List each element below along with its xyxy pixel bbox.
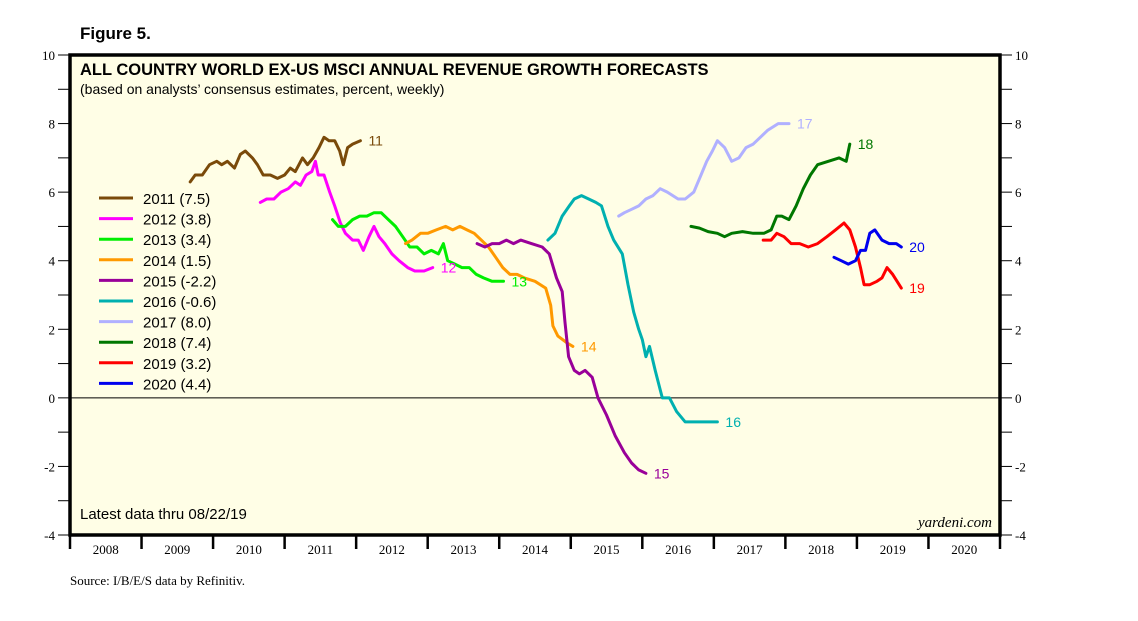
watermark: yardeni.com [916,515,992,531]
x-tick-label: 2010 [236,542,262,557]
right-tick-label: -4 [1015,528,1026,543]
latest-data-note: Latest data thru 08/22/19 [80,506,247,523]
x-axis: 2008 2009 2010 2011 2012 2013 2014 2015 2016 2017… [68,535,1002,557]
left-tick-label: 2 [49,322,56,337]
series-line-17 [617,122,791,218]
legend-label: 2014 (1.5) [143,253,211,270]
left-tick-label: 0 [49,391,56,406]
source-note: Source: I/B/E/S data by Refinitiv. [70,573,245,588]
x-tick-label: 2020 [951,542,977,557]
x-tick-label: 2008 [93,542,119,557]
legend-label: 2012 (3.8) [143,212,211,229]
series-end-label-18: 18 [858,136,874,152]
x-tick-label: 2012 [379,542,405,557]
series-end-label-20: 20 [909,239,925,255]
legend-label: 2017 (8.0) [143,315,211,332]
x-tick-label: 2015 [594,542,620,557]
series-end-label-15: 15 [654,465,670,481]
series-line-16 [546,194,719,424]
legend-label: 2015 (-2.2) [143,273,216,290]
left-tick-label: 4 [49,254,56,269]
left-y-axis: -4 -2 0 2 4 6 8 10 [42,48,70,543]
series-line-18 [689,142,852,239]
left-tick-label: -2 [44,459,55,474]
left-tick-label: 6 [49,185,56,200]
figure-label: Figure 5. [80,24,151,43]
right-tick-label: 6 [1015,185,1022,200]
right-tick-label: 10 [1015,48,1028,63]
x-tick-label: 2013 [450,542,476,557]
right-y-axis: -4 -2 0 2 4 6 8 10 [1000,48,1028,543]
legend: 2011 (7.5) 2012 (3.8) 2013 (3.4) 2014 (1.5)… [99,191,216,393]
legend-label: 2011 (7.5) [143,191,210,208]
legend-label: 2016 (-0.6) [143,294,216,311]
series-end-label-12: 12 [441,260,457,276]
plot-background [70,55,1000,535]
series-line-12 [258,159,435,273]
series-end-label-16: 16 [725,414,741,430]
x-tick-label: 2014 [522,542,549,557]
chart-subtitle: (based on analysts’ consensus estimates,… [80,81,444,97]
series-line-13 [331,211,505,283]
x-tick-label: 2011 [308,542,334,557]
left-tick-label: 8 [49,117,56,132]
series-end-label-14: 14 [581,338,597,354]
series-end-label-13: 13 [512,273,528,289]
right-tick-label: 4 [1015,254,1022,269]
left-tick-label: -4 [44,528,55,543]
right-tick-label: 2 [1015,322,1022,337]
left-tick-label: 10 [42,48,55,63]
x-tick-label: 2018 [808,542,834,557]
x-tick-label: 2017 [737,542,764,557]
right-tick-label: -2 [1015,459,1026,474]
legend-label: 2020 (4.4) [143,376,211,393]
x-tick-label: 2009 [164,542,190,557]
series-line-14 [404,224,575,348]
right-tick-label: 0 [1015,391,1022,406]
chart-title: ALL COUNTRY WORLD EX-US MSCI ANNUAL REVE… [80,61,709,79]
series-line-15 [475,238,648,475]
series-end-label-19: 19 [909,280,925,296]
legend-label: 2018 (7.4) [143,335,211,352]
series-line-20 [832,228,903,266]
series-end-label-11: 11 [368,133,383,149]
end-labels: 11 12 13 14 15 16 17 18 19 20 [368,116,925,482]
series-line-11 [188,135,362,184]
series-group [188,122,903,475]
right-tick-label: 8 [1015,117,1022,132]
series-line-19 [761,221,903,290]
series-end-label-17: 17 [797,116,813,132]
plot-border [68,53,1002,537]
x-tick-label: 2019 [880,542,906,557]
x-tick-label: 2016 [665,542,692,557]
legend-label: 2013 (3.4) [143,232,211,249]
legend-label: 2019 (3.2) [143,356,211,373]
